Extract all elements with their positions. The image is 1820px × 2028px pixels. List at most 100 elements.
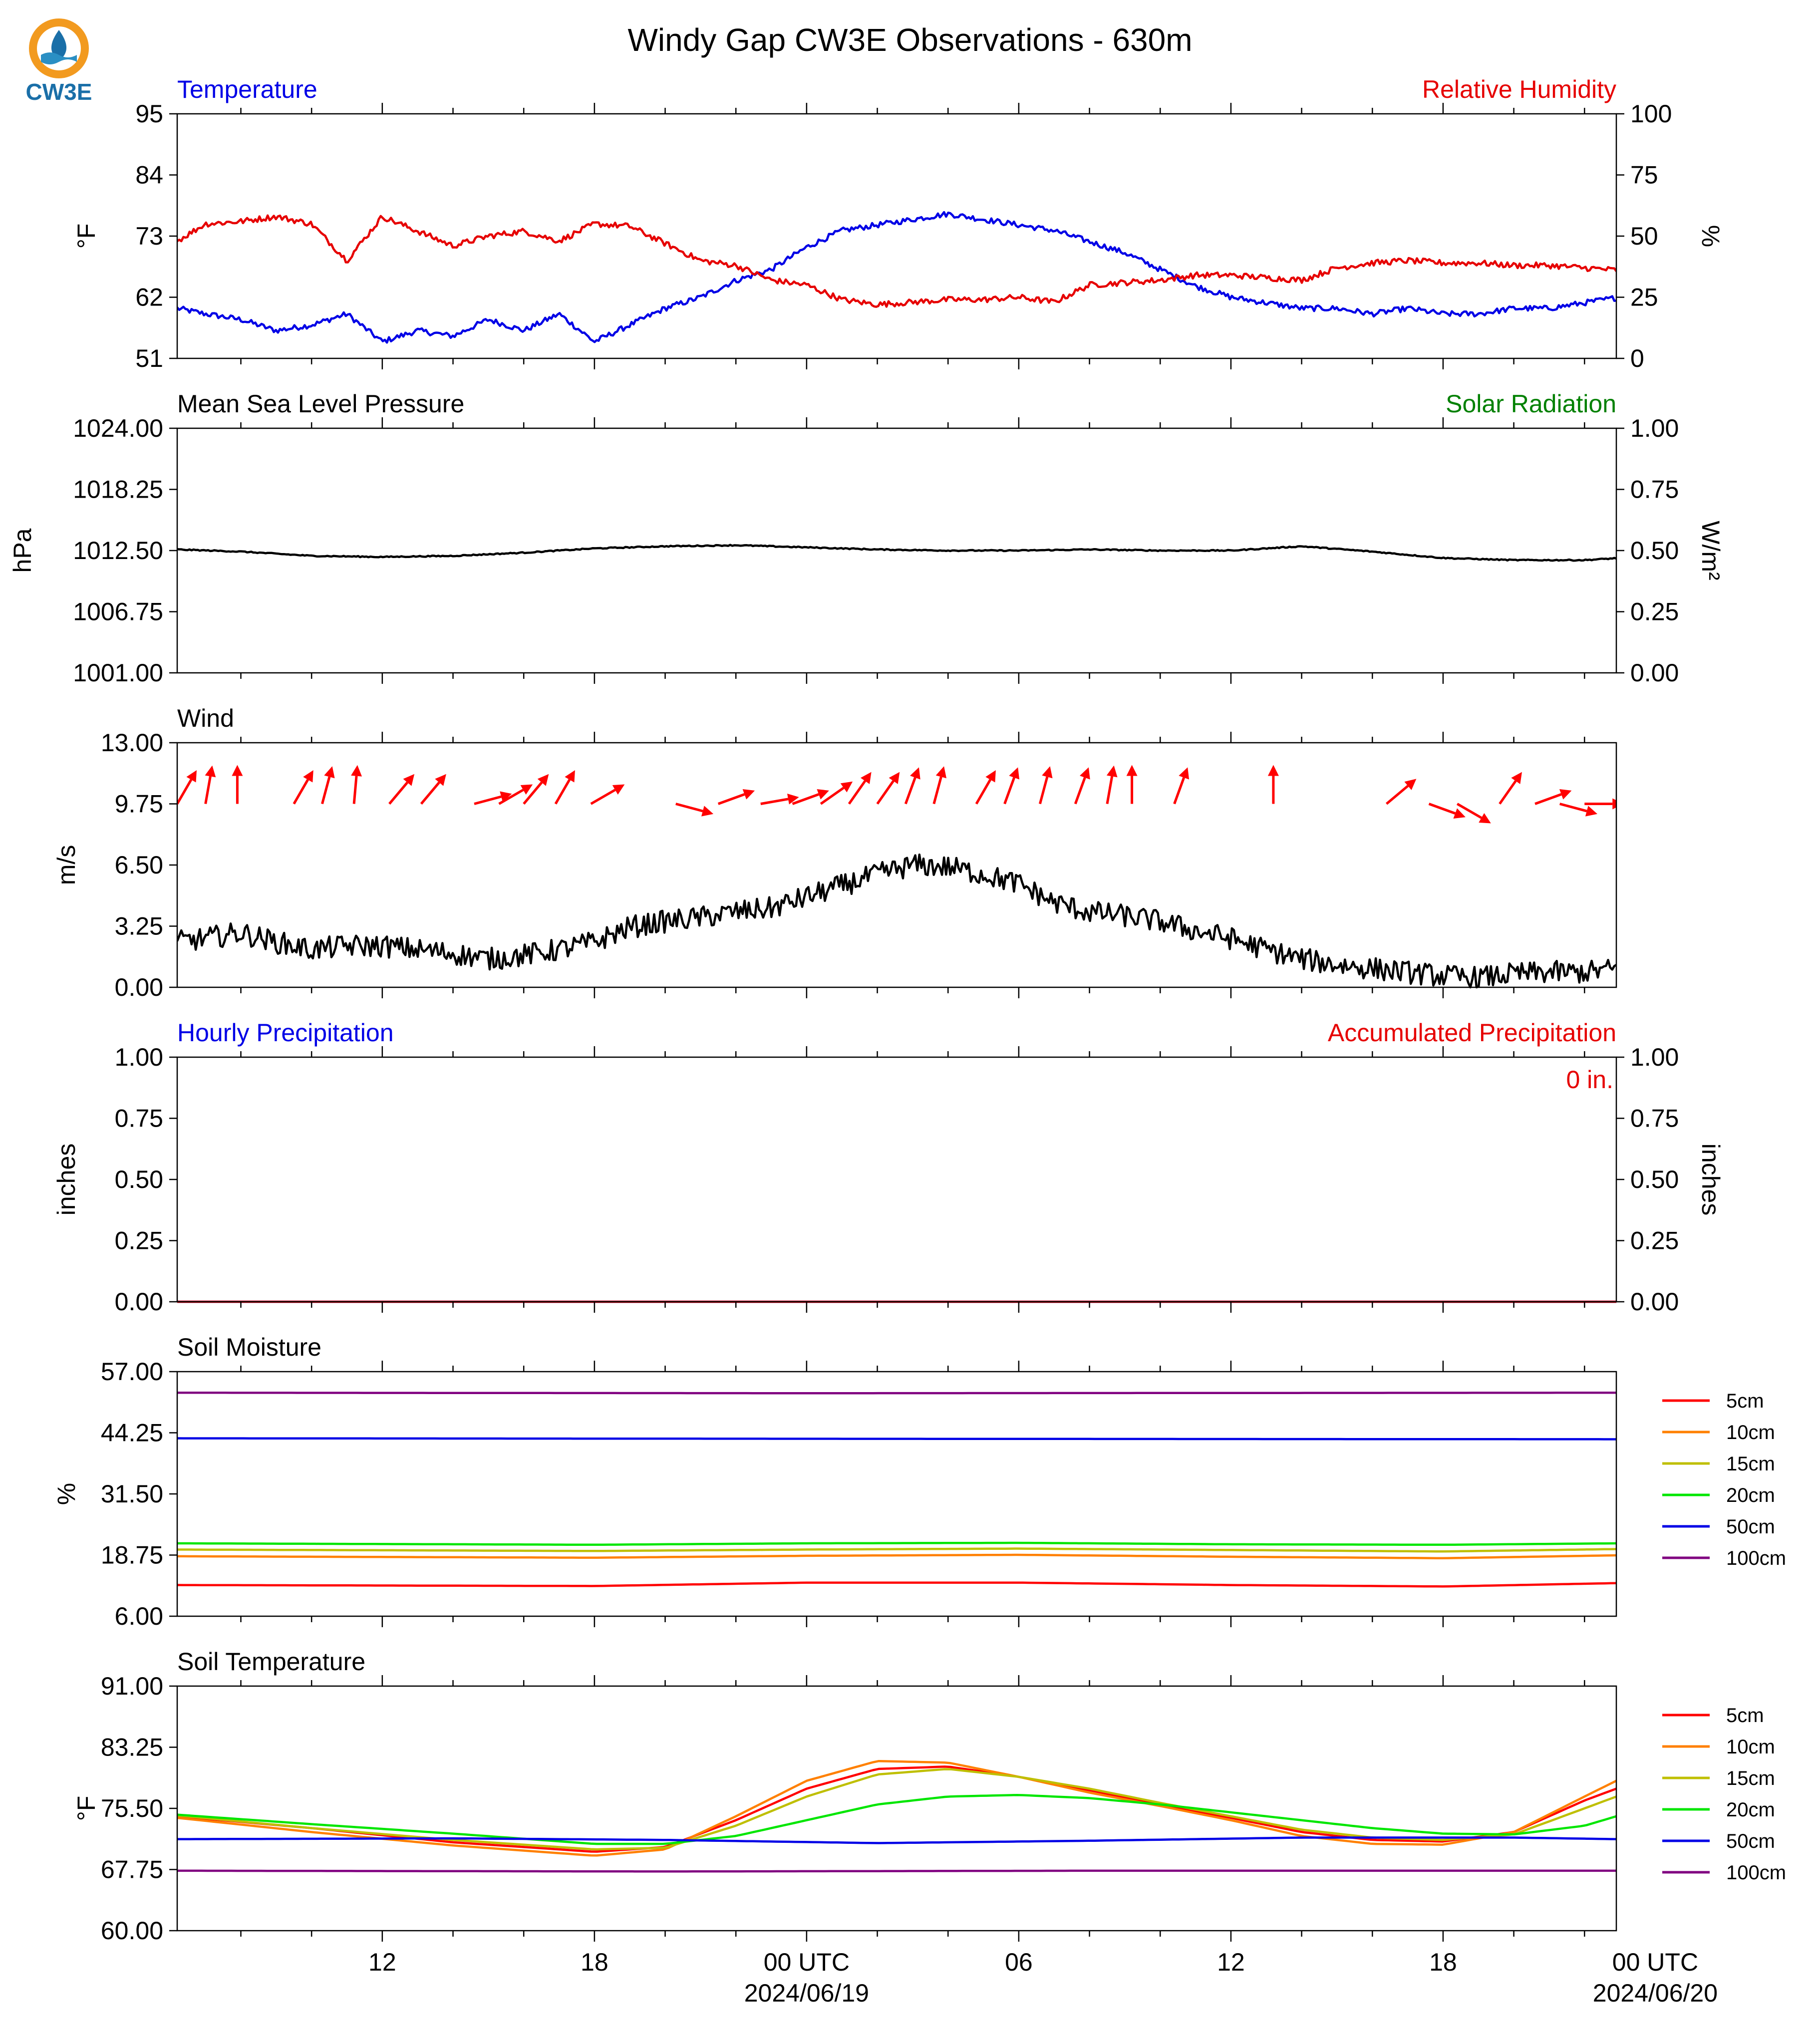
- wind-arrow-shaft: [1074, 777, 1086, 805]
- series-line-50cm: [177, 1836, 1616, 1844]
- wind-arrow-head: [186, 770, 197, 783]
- wind-arrow-head: [1664, 794, 1676, 805]
- legend-label: 5cm: [1726, 1705, 1764, 1727]
- panel-temp_rh: Temperature Relative Humidity 51 62 73 84 95 0 2…: [72, 75, 1725, 372]
- wind-arrow-head: [500, 791, 512, 802]
- ytick-label-left: 3.25: [115, 912, 163, 940]
- ylabel-right: W/m²: [1697, 521, 1725, 580]
- wind-arrow-head: [1559, 789, 1572, 800]
- wind-arrow-head: [1453, 808, 1466, 819]
- wind-arrow-icon: [1499, 772, 1522, 805]
- wind-arrow-shaft: [293, 779, 309, 805]
- panel-series: [177, 211, 1616, 344]
- ytick-label-left: 73: [135, 222, 163, 250]
- xtick-label: 12: [1217, 1948, 1245, 1976]
- wind-arrow-shaft: [177, 779, 193, 805]
- wind-arrow-icon: [1559, 803, 1598, 817]
- wind-arrow-icon: [498, 784, 533, 805]
- ytick-label-left: 1006.75: [73, 598, 163, 626]
- series-line-50cm: [177, 1437, 1616, 1441]
- wind-arrow-head: [435, 774, 446, 786]
- panel-title-right: Relative Humidity: [1422, 75, 1616, 103]
- ytick-label-right: 0.25: [1630, 1227, 1679, 1255]
- panel-title-left: Temperature: [177, 75, 317, 103]
- wind-arrow-icon: [293, 770, 313, 805]
- ytick-label-left: 1012.50: [73, 537, 163, 565]
- ylabel-left: m/s: [52, 845, 80, 885]
- wind-arrow-head: [1179, 767, 1190, 780]
- wind-arrow-shaft: [1534, 793, 1562, 805]
- ytick-label-left: 62: [135, 284, 163, 311]
- ytick-label-left: 1001.00: [73, 659, 163, 687]
- legend-label: 15cm: [1726, 1767, 1775, 1789]
- ytick-label-left: 0.00: [115, 973, 163, 1001]
- series-line-relative-humidity: [177, 214, 1616, 308]
- wind-arrow-icon: [848, 772, 872, 805]
- ytick-label-left: 84: [135, 161, 163, 189]
- ytick-label-left: 0.00: [115, 1288, 163, 1316]
- wind-arrow-shaft: [352, 776, 358, 804]
- panel-pressure: Mean Sea Level Pressure Solar Radiation 10…: [8, 390, 1725, 687]
- ylabel-left: °F: [72, 224, 100, 249]
- wind-arrow-head: [1126, 765, 1138, 776]
- ytick-label-left: 91.00: [101, 1672, 163, 1700]
- wind-arrow-icon: [204, 765, 216, 804]
- wind-arrow-shaft: [1428, 803, 1456, 815]
- wind-arrow-shaft: [1003, 777, 1016, 805]
- xtick-date-label: 2024/06/20: [1593, 1979, 1718, 2007]
- wind-arrow-head: [1009, 767, 1020, 780]
- legend-label: 20cm: [1726, 1799, 1775, 1821]
- wind-arrow-icon: [1074, 767, 1090, 805]
- wind-arrow-shaft: [1106, 776, 1114, 804]
- series-line-100cm: [177, 1869, 1616, 1873]
- panel-frame: [176, 1056, 1617, 1303]
- wind-arrow-icon: [717, 789, 755, 805]
- x-axis-labels: 12 18 00 UTC 2024/06/19 06 12 18 00 UTC 2024/06/…: [368, 1948, 1718, 2007]
- wind-arrow-icon: [904, 767, 920, 805]
- wind-arrow-head: [889, 772, 900, 784]
- legend-label: 10cm: [1726, 1736, 1775, 1758]
- wind-arrow-shaft: [675, 803, 703, 813]
- wind-arrow-shaft: [590, 789, 616, 805]
- panel-precip: Hourly Precipitation Accumulated Precipit…: [52, 1019, 1725, 1316]
- ytick-label-left: 95: [135, 100, 163, 128]
- series-line-5cm: [177, 1581, 1616, 1588]
- wind-arrow-shaft: [1038, 776, 1049, 805]
- wind-arrow-shaft: [523, 781, 543, 805]
- ytick-label-left: 31.50: [101, 1480, 163, 1508]
- ytick-label-right: 1.00: [1630, 414, 1679, 442]
- wind-arrow-icon: [554, 770, 575, 805]
- ytick-label-left: 67.75: [101, 1856, 163, 1884]
- xtick-label: 18: [1429, 1948, 1457, 1976]
- legend-label: 20cm: [1726, 1484, 1775, 1506]
- wind-arrow-icon: [388, 774, 415, 805]
- wind-arrow-head: [537, 774, 549, 786]
- wind-arrow-head: [351, 765, 362, 777]
- wind-arrow-shaft: [474, 795, 502, 805]
- wind-arrow-head: [1042, 766, 1053, 779]
- wind-arrow-icon: [975, 770, 996, 805]
- wind-arrow-icon: [321, 766, 335, 805]
- panel-frame: [176, 1685, 1617, 1932]
- wind-arrow-icon: [1267, 765, 1279, 804]
- xtick-label: 18: [581, 1948, 608, 1976]
- wind-arrow-head: [232, 765, 243, 776]
- wind-arrow-icon: [177, 770, 197, 805]
- ytick-label-right: 0.50: [1630, 537, 1679, 565]
- series-line-temperature: [177, 211, 1616, 344]
- wind-arrow-icon: [1173, 767, 1190, 805]
- legend-label: 15cm: [1726, 1453, 1775, 1475]
- panel-series: [177, 544, 1616, 562]
- ylabel-right: inches: [1697, 1144, 1725, 1216]
- wind-arrow-head: [324, 766, 335, 779]
- wind-arrow-shaft: [204, 776, 212, 804]
- panel-title-left: Hourly Precipitation: [177, 1019, 394, 1047]
- wind-arrow-shaft: [760, 798, 789, 805]
- ytick-label-left: 6.00: [115, 1602, 163, 1630]
- wind-arrow-shaft: [420, 781, 440, 805]
- ytick-label-right: 0.50: [1630, 1165, 1679, 1193]
- wind-arrow-head: [1479, 813, 1491, 824]
- wind-arrow-shaft: [1173, 777, 1186, 805]
- ytick-label-right: 100: [1630, 100, 1672, 128]
- ytick-label-left: 6.50: [115, 851, 163, 879]
